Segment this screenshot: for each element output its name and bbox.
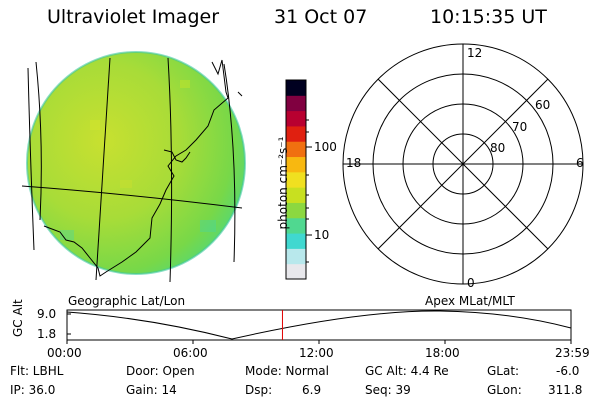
ip-status: IP: 36.0 — [10, 383, 56, 397]
glon-label: GLon: — [487, 383, 522, 397]
colorbar-band — [286, 187, 306, 203]
instrument-title: Ultraviolet Imager — [47, 6, 220, 28]
colorbar-band — [286, 202, 306, 219]
mlt-label-6: 6 — [576, 156, 584, 170]
time-tick-0600: 06:00 — [173, 346, 208, 360]
mlat-label-60: 60 — [535, 98, 551, 112]
colorbar-band — [286, 263, 306, 280]
dsp-value: 6.9 — [302, 383, 322, 397]
dsp-label: Dsp: — [245, 383, 273, 397]
filter-status: Flt: LBHL — [10, 364, 64, 378]
time-tick-2359: 23:59 — [555, 346, 590, 360]
time-label: 10:15:35 UT — [430, 6, 547, 28]
uv-earth-image — [26, 51, 246, 275]
mlat-label-80: 80 — [490, 141, 506, 155]
mlt-label-12: 12 — [467, 46, 483, 60]
colorbar-unit-label: photon cm⁻²s⁻¹ — [276, 136, 290, 230]
mode-status: Mode: Normal — [245, 364, 329, 378]
gc-alt-status: GC Alt: 4.4 Re — [365, 364, 449, 378]
colorbar-band — [286, 95, 306, 112]
glat-value: -6.0 — [556, 364, 580, 378]
colorbar-ticks — [306, 119, 312, 263]
polar-plot — [342, 43, 584, 285]
mlt-label-0: 0 — [467, 276, 475, 290]
altitude-tick-low: 1.8 — [37, 327, 57, 341]
mlt-label-18: 18 — [346, 156, 362, 170]
glon-value: 311.8 — [548, 383, 583, 397]
altitude-track-panel — [66, 309, 572, 344]
colorbar-tick-10: 10 — [314, 228, 330, 242]
colorbar-scale — [286, 80, 306, 280]
apex-label: Apex MLat/MLT — [425, 294, 515, 308]
colorbar-band — [286, 248, 306, 265]
gain-status: Gain: 14 — [126, 383, 177, 397]
colorbar-frame — [285, 79, 307, 280]
geographic-label: Geographic Lat/Lon — [68, 294, 186, 308]
colorbar-band — [286, 141, 306, 158]
geographic-grid — [21, 57, 243, 283]
colorbar-band — [286, 217, 306, 234]
colorbar-band — [286, 156, 306, 173]
colorbar-band — [286, 80, 306, 96]
date-label: 31 Oct 07 — [274, 6, 368, 28]
colorbar-band — [286, 110, 306, 127]
colorbar-band — [286, 125, 306, 142]
seq-status: Seq: 39 — [365, 383, 411, 397]
coastline — [43, 59, 243, 277]
door-status: Door: Open — [126, 364, 195, 378]
time-tick-1200: 12:00 — [299, 346, 334, 360]
colorbar-tick-100: 100 — [314, 140, 337, 154]
time-tick-0000: 00:00 — [47, 346, 82, 360]
colorbar-band — [286, 233, 306, 249]
colorbar-band — [286, 171, 306, 188]
glat-label: GLat: — [487, 364, 520, 378]
altitude-axis-label: GC Alt — [11, 299, 25, 337]
time-tick-1800: 18:00 — [425, 346, 460, 360]
mlat-label-70: 70 — [512, 120, 528, 134]
altitude-tick-high: 9.0 — [37, 307, 57, 321]
